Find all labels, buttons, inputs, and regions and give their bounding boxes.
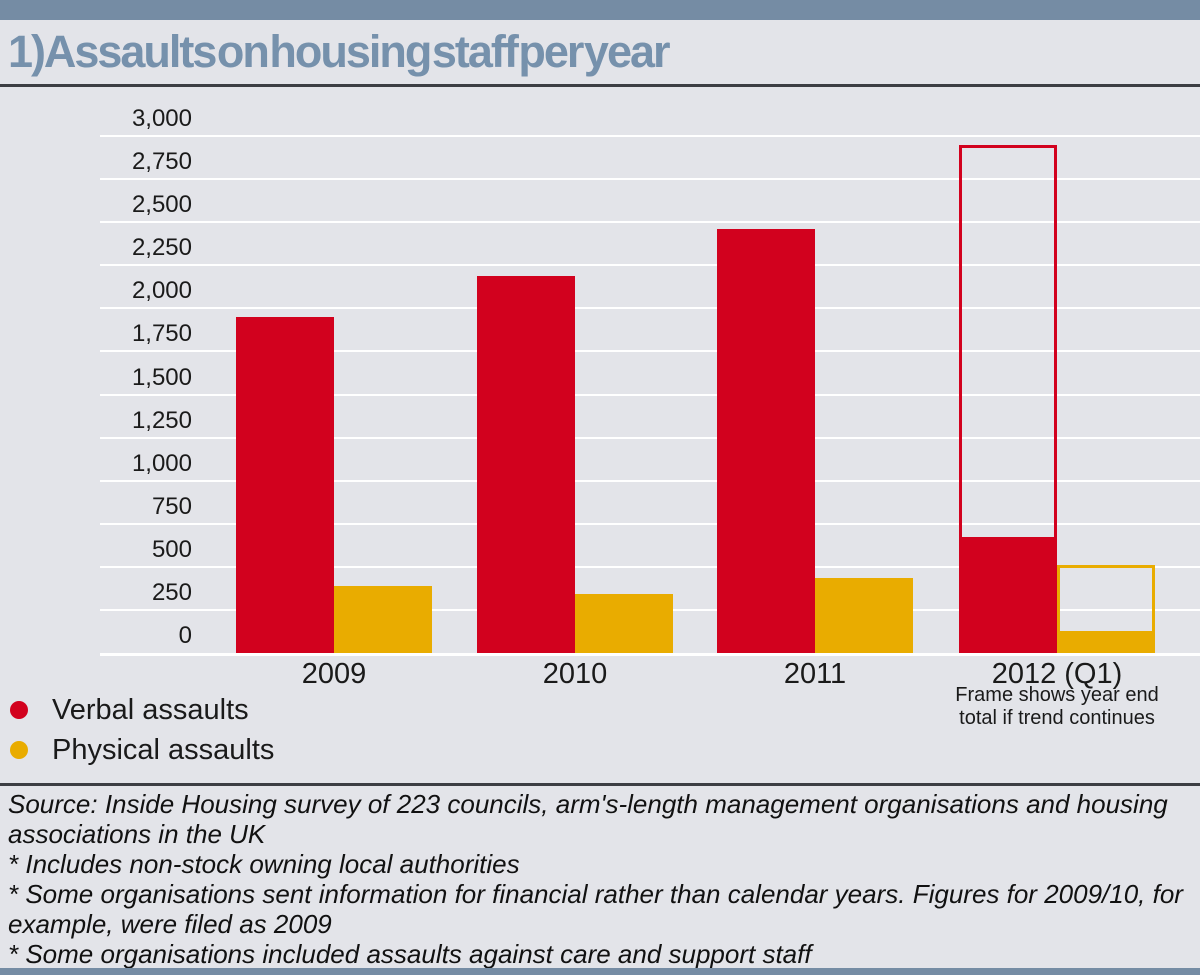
gridline-1250 bbox=[100, 436, 1200, 439]
physical-assaults-dot-icon bbox=[10, 741, 28, 759]
gridline-1000 bbox=[100, 479, 1200, 482]
y-tick-label-3000: 3,000 bbox=[131, 105, 192, 132]
bar-physical-2010 bbox=[575, 594, 673, 653]
legend-item-verbal: Verbal assaults bbox=[10, 690, 274, 730]
legend-item-physical: Physical assaults bbox=[10, 730, 274, 770]
y-tick-label-1250: 1,250 bbox=[131, 406, 192, 434]
x-tick-label-2010: 2010 bbox=[542, 658, 608, 690]
page-title: 1) Assaults on housing staff per year bbox=[8, 26, 671, 77]
x-tick-label-2009: 2009 bbox=[301, 658, 367, 690]
x-tick-label-2011: 2011 bbox=[783, 658, 847, 690]
gridline-3000 bbox=[100, 135, 1200, 137]
bar-physical-2012Q1 bbox=[1057, 631, 1155, 653]
legend-label-verbal: Verbal assaults bbox=[52, 693, 249, 726]
verbal-assaults-dot-icon bbox=[10, 701, 28, 719]
note-line-3: * Some organisations included assaults a… bbox=[8, 939, 812, 969]
note-line-2: * Some organisations sent information fo… bbox=[8, 879, 1183, 939]
projection-frame-annotation: Frame shows year end total if trend cont… bbox=[927, 684, 1187, 730]
y-tick-label-1500: 1,500 bbox=[131, 363, 192, 391]
y-tick-label-2750: 2,750 bbox=[131, 148, 192, 176]
top-accent-bar bbox=[0, 0, 1200, 20]
y-tick-label-250: 250 bbox=[151, 578, 192, 606]
bar-verbal-2011 bbox=[717, 229, 815, 653]
gridline-0 bbox=[100, 653, 1200, 656]
y-tick-label-1750: 1,750 bbox=[131, 320, 192, 348]
gridline-500 bbox=[100, 565, 1200, 568]
footer-divider-rule bbox=[0, 783, 1200, 786]
y-tick-label-0: 0 bbox=[178, 622, 192, 649]
gridline-2500 bbox=[100, 221, 1200, 224]
y-tick-label-500: 500 bbox=[151, 535, 192, 563]
bar-physical-2009 bbox=[334, 586, 432, 653]
y-tick-label-2250: 2,250 bbox=[131, 234, 192, 262]
y-tick-label-1000: 1,000 bbox=[131, 449, 192, 477]
title-divider-rule bbox=[0, 84, 1200, 87]
bottom-accent-bar bbox=[0, 968, 1200, 975]
bar-verbal-2012Q1 bbox=[959, 537, 1057, 653]
annotation-line-1: Frame shows year end bbox=[955, 684, 1159, 706]
gridline-2750 bbox=[100, 178, 1200, 181]
y-tick-label-750: 750 bbox=[151, 492, 192, 520]
gridline-2250 bbox=[100, 264, 1200, 267]
source-line: Source: Inside Housing survey of 223 cou… bbox=[8, 789, 1168, 849]
annotation-line-2: total if trend continues bbox=[959, 707, 1155, 729]
bar-verbal-2009 bbox=[236, 317, 334, 653]
title-bar: 1) Assaults on housing staff per year bbox=[0, 20, 1200, 84]
gridline-1750 bbox=[100, 350, 1200, 353]
gridline-1500 bbox=[100, 393, 1200, 396]
gridline-2000 bbox=[100, 307, 1200, 310]
bar-physical-2011 bbox=[815, 578, 913, 653]
bar-chart-plot-area: 0 250 500 750 1,000 1,250 1,500 1,750 2,000 2,250… bbox=[0, 87, 1200, 690]
y-tick-label-2000: 2,000 bbox=[131, 277, 192, 305]
legend-label-physical: Physical assaults bbox=[52, 733, 275, 766]
gridline-750 bbox=[100, 522, 1200, 525]
x-tick-label-2012Q1: 2012 (Q1) bbox=[991, 658, 1123, 690]
bar-verbal-2010 bbox=[477, 276, 575, 653]
chart-legend: Verbal assaults Physical assaults bbox=[10, 690, 274, 770]
note-line-1: * Includes non-stock owning local author… bbox=[8, 849, 520, 879]
y-tick-label-2500: 2,500 bbox=[131, 191, 192, 219]
source-notes: Source: Inside Housing survey of 223 cou… bbox=[0, 786, 1200, 969]
